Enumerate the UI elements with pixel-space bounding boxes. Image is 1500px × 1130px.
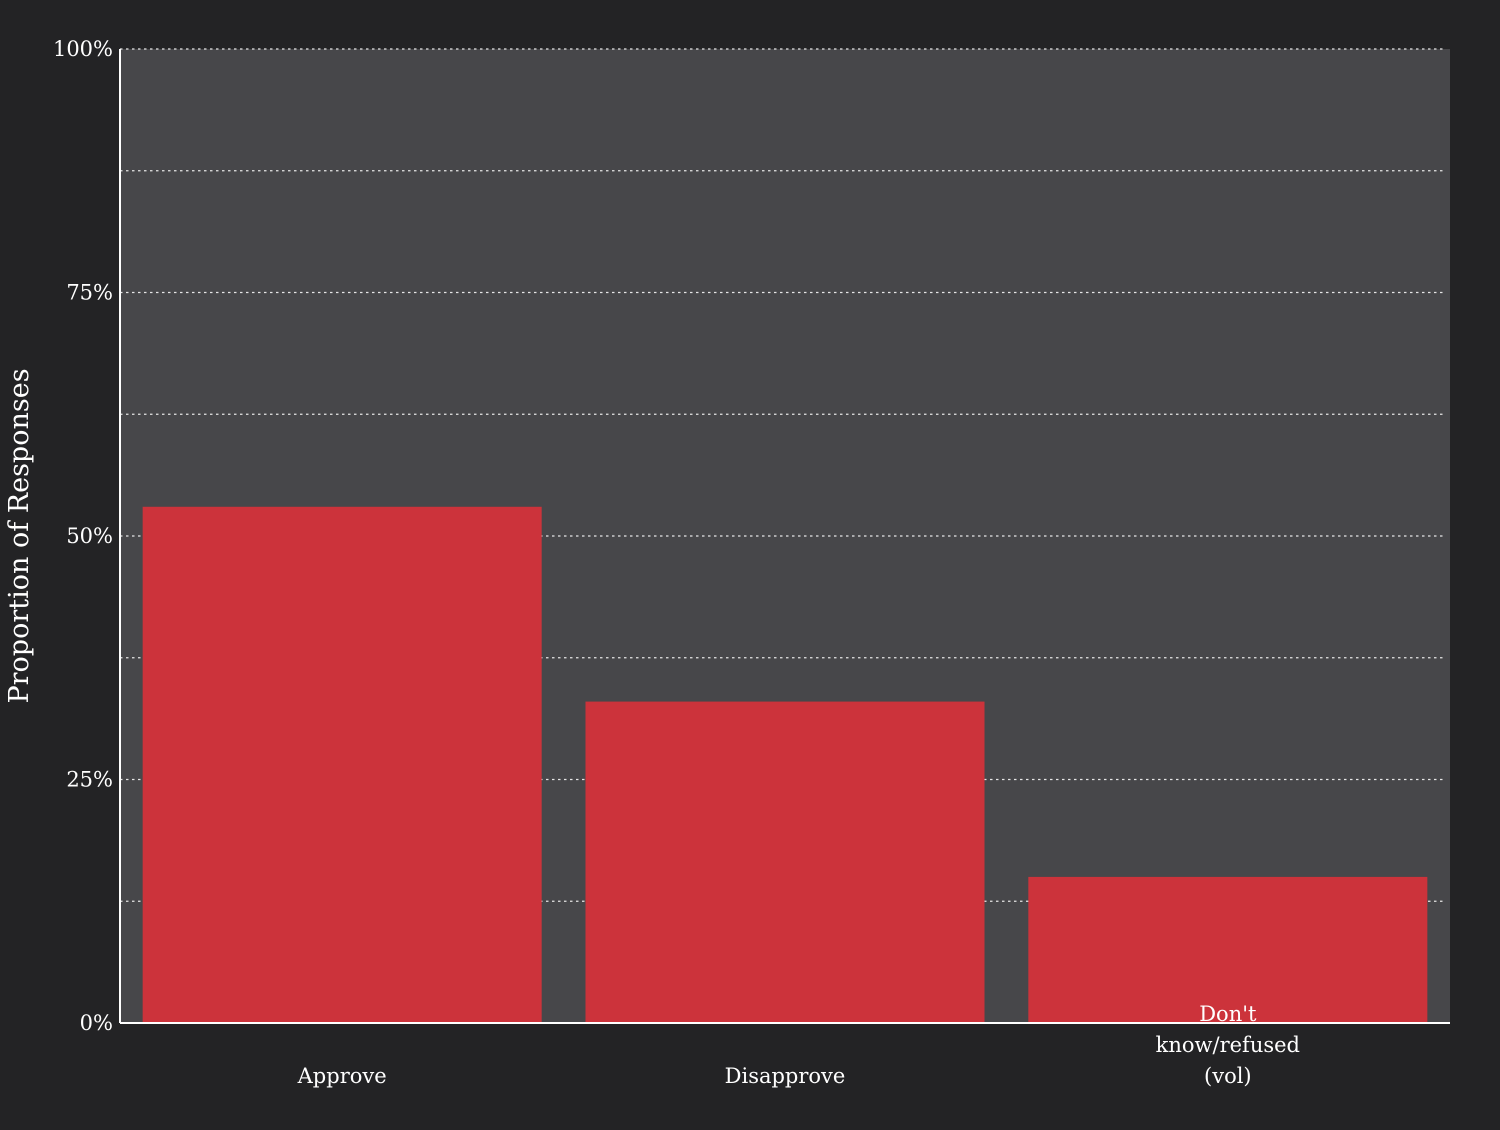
y-tick-label: 75% (66, 281, 113, 305)
y-axis-title: Proportion of Responses (4, 368, 35, 703)
y-tick-label: 100% (53, 37, 113, 61)
x-tick-label: Approve (297, 1064, 387, 1088)
bar (142, 506, 542, 1023)
x-tick-label: Disapprove (725, 1064, 846, 1088)
y-tick-labels: 0% 25% 50% 75% 100% (53, 37, 113, 1035)
y-tick-label: 0% (80, 1011, 113, 1035)
y-tick-label: 25% (66, 768, 113, 792)
bar (1028, 876, 1428, 1023)
y-tick-label: 50% (66, 524, 113, 548)
bars (142, 506, 1428, 1023)
bar (585, 701, 985, 1023)
x-tick-labels: Approve Disapprove Don't know/refused (vol) (297, 1002, 1300, 1088)
x-tick-label: Don't know/refused (vol) (1156, 1002, 1300, 1088)
